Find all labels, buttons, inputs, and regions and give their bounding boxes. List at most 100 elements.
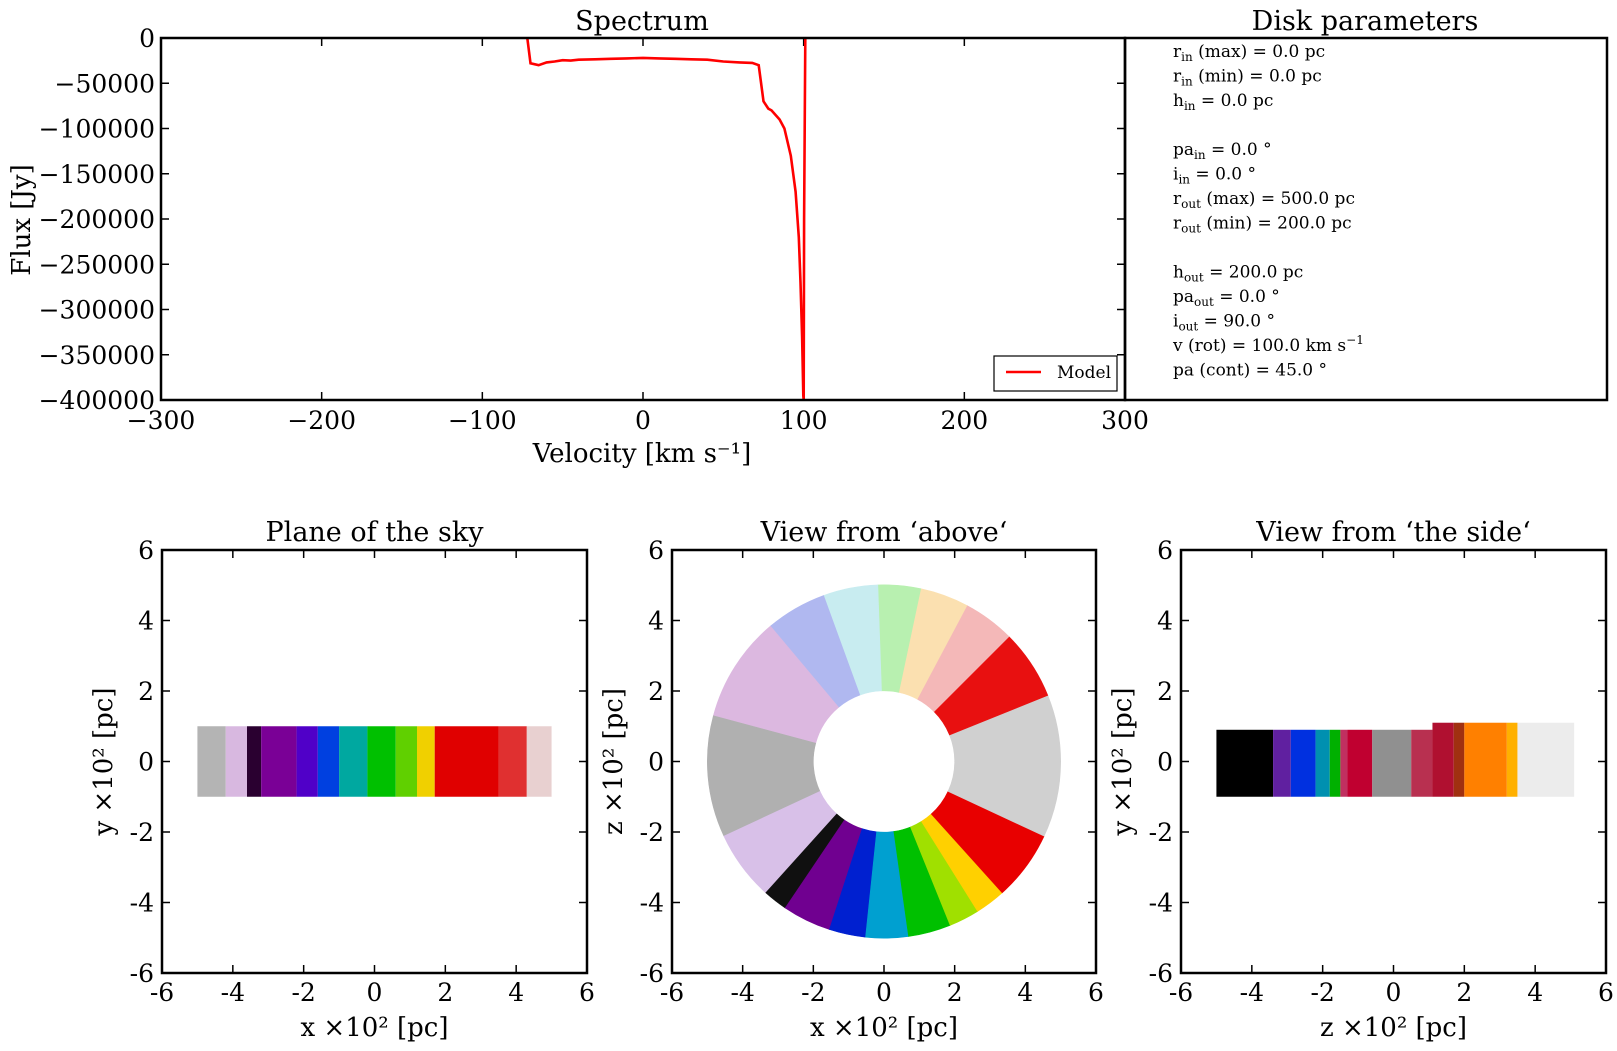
param-subscript: in bbox=[1184, 99, 1196, 113]
disk-parameter-line: iout = 90.0 ° bbox=[1173, 312, 1275, 334]
param-symbol: i bbox=[1173, 165, 1179, 185]
param-symbol: r bbox=[1173, 42, 1182, 62]
x-tick-label: 6 bbox=[579, 978, 595, 1007]
param-value: = 0.0 ° bbox=[1214, 287, 1280, 307]
y-tick-label: 6 bbox=[138, 536, 154, 565]
disk-parameter-line: hin = 0.0 pc bbox=[1173, 91, 1273, 113]
param-subscript: out bbox=[1194, 295, 1214, 309]
x-tick-label: 6 bbox=[1088, 978, 1104, 1007]
param-subscript: out bbox=[1178, 320, 1198, 334]
y-axis-label: z ×10² [pc] bbox=[599, 688, 629, 835]
disk-parameter-line: iin = 0.0 ° bbox=[1173, 165, 1256, 187]
y-tick-label: 0 bbox=[138, 748, 154, 777]
spectrum-axes-frame bbox=[159, 36, 1127, 402]
color-band bbox=[247, 726, 262, 797]
color-band bbox=[339, 726, 368, 797]
color-band bbox=[1517, 722, 1575, 797]
param-subscript: out bbox=[1181, 197, 1201, 211]
color-band bbox=[317, 726, 340, 797]
y-tick-label: -6 bbox=[1149, 959, 1173, 988]
y-tick-label: 2 bbox=[648, 677, 664, 706]
spectrum-y-tick-label: 0 bbox=[139, 24, 155, 53]
disk-parameter-line: rout (min) = 200.0 pc bbox=[1173, 214, 1352, 236]
color-band bbox=[1372, 729, 1412, 797]
y-tick-label: -4 bbox=[1149, 889, 1173, 918]
param-symbol: pa (cont) = 45.0 ° bbox=[1173, 361, 1327, 381]
color-band bbox=[1290, 729, 1316, 797]
spectrum-legend: Model bbox=[993, 355, 1118, 392]
disk-parameters-title: Disk parameters bbox=[1252, 6, 1479, 37]
color-band bbox=[1273, 729, 1291, 797]
x-tick-label: 0 bbox=[1386, 978, 1402, 1007]
param-subscript: out bbox=[1181, 222, 1201, 236]
disk-parameter-line: hout = 200.0 pc bbox=[1173, 263, 1303, 285]
spectrum-y-tick-label: −50000 bbox=[55, 69, 155, 98]
color-band bbox=[1453, 722, 1465, 797]
x-tick-label: -4 bbox=[221, 978, 245, 1007]
x-tick-label: 6 bbox=[1598, 978, 1614, 1007]
disk-parameter-line: v (rot) = 100.0 km s−1 bbox=[1172, 333, 1364, 356]
panel-title: Plane of the sky bbox=[266, 517, 485, 548]
spectrum-y-tick-label: −300000 bbox=[39, 296, 155, 325]
param-subscript: in bbox=[1194, 148, 1206, 162]
param-value: = 0.0 pc bbox=[1196, 91, 1274, 111]
x-tick-label: -2 bbox=[1310, 978, 1334, 1007]
color-band bbox=[1347, 729, 1373, 797]
x-tick-label: 2 bbox=[437, 978, 453, 1007]
param-symbol: v (rot) = 100.0 km s bbox=[1172, 336, 1346, 356]
spectrum-title: Spectrum bbox=[575, 6, 709, 37]
param-subscript: out bbox=[1184, 271, 1204, 285]
y-tick-label: 6 bbox=[1157, 536, 1173, 565]
param-value: (max) = 0.0 pc bbox=[1193, 42, 1325, 62]
param-value: = 0.0 ° bbox=[1206, 140, 1272, 160]
color-band bbox=[197, 726, 226, 797]
x-axis-label: x ×10² [pc] bbox=[810, 1013, 958, 1043]
spectrum-y-tick-label: −150000 bbox=[39, 160, 155, 189]
view-from-side-panel: View from ‘the side‘ -6 -4 -2 0 2 4 6 6 4 2 0 -2 -4 -6… bbox=[1108, 517, 1614, 1043]
y-tick-label: 4 bbox=[1157, 607, 1173, 636]
disk-parameter-line: rin (min) = 0.0 pc bbox=[1173, 67, 1322, 89]
y-tick-label: 0 bbox=[648, 748, 664, 777]
legend-box bbox=[993, 355, 1118, 392]
param-symbol: r bbox=[1173, 67, 1182, 87]
param-symbol: r bbox=[1173, 189, 1182, 209]
param-symbol: pa bbox=[1173, 140, 1194, 160]
color-band bbox=[225, 726, 247, 797]
x-tick-label: -6 bbox=[150, 978, 174, 1007]
spectrum-panel: Spectrum 0 −50000 −100000 −150000 −200000 −25… bbox=[7, 6, 1149, 469]
spectrum-y-tick-label: −250000 bbox=[39, 250, 155, 279]
y-tick-label: -4 bbox=[640, 889, 664, 918]
view-from-above-panel: View from ‘above‘ -6 -4 -2 0 2 4 6 6 4 2 0 -2 -4 -6 x ×… bbox=[599, 517, 1104, 1043]
x-tick-label: 4 bbox=[1527, 978, 1543, 1007]
color-band bbox=[1464, 722, 1507, 797]
spectrum-y-tick-label: −100000 bbox=[39, 115, 155, 144]
param-value: (min) = 200.0 pc bbox=[1201, 214, 1352, 234]
y-tick-label: 0 bbox=[1157, 748, 1173, 777]
y-tick-label: -4 bbox=[130, 889, 154, 918]
x-tick-label: 4 bbox=[1017, 978, 1033, 1007]
disk-parameter-line: paout = 0.0 ° bbox=[1173, 287, 1280, 309]
panel-title: View from ‘the side‘ bbox=[1255, 517, 1530, 548]
x-tick-label: 0 bbox=[367, 978, 383, 1007]
color-band bbox=[1432, 722, 1454, 797]
param-value: = 0.0 ° bbox=[1190, 165, 1256, 185]
spectrum-y-tick-label: −200000 bbox=[39, 205, 155, 234]
y-tick-label: -6 bbox=[640, 959, 664, 988]
disk-parameter-line: pain = 0.0 ° bbox=[1173, 140, 1272, 162]
y-axis-label: y ×10² [pc] bbox=[1108, 687, 1138, 836]
legend-model-label: Model bbox=[1057, 363, 1111, 383]
param-symbol: i bbox=[1173, 312, 1179, 332]
color-band bbox=[434, 726, 499, 797]
spectrum-y-tick-label: −350000 bbox=[39, 341, 155, 370]
spectrum-x-tick-label: −100 bbox=[448, 406, 517, 435]
spectrum-x-label: Velocity [km s⁻¹] bbox=[532, 439, 751, 469]
color-band bbox=[296, 726, 318, 797]
param-superscript: −1 bbox=[1346, 333, 1364, 347]
x-tick-label: 2 bbox=[947, 978, 963, 1007]
color-band bbox=[1315, 729, 1330, 797]
param-subscript: in bbox=[1178, 173, 1190, 187]
ring-sector bbox=[947, 761, 1061, 837]
